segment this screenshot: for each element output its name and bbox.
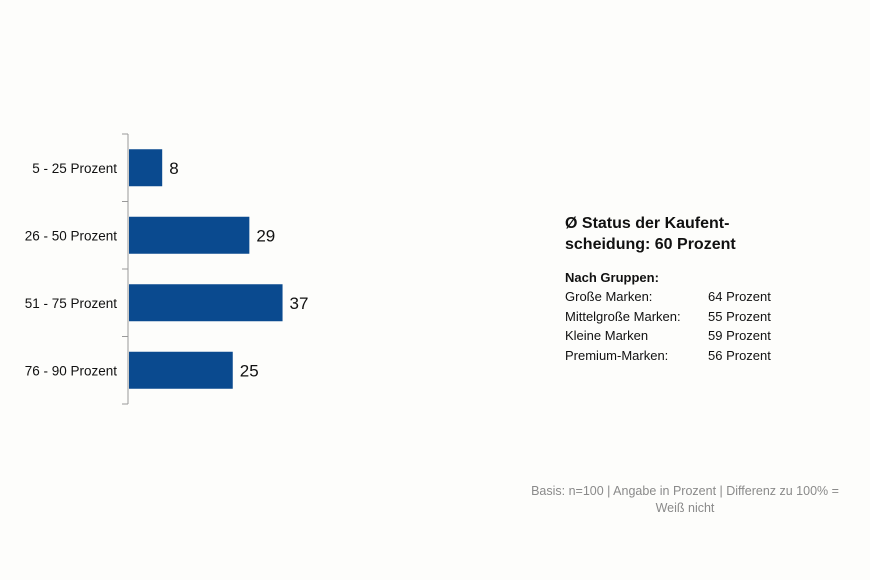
- group-name: Premium-Marken:: [565, 347, 669, 363]
- footnote-line-2: Weiß nicht: [655, 501, 715, 515]
- group-name: Mittelgroße Marken:: [565, 308, 681, 324]
- bar-chart: 5 - 25 Prozent 8 26 - 50 Prozent 29 51 - 75 …: [25, 133, 309, 405]
- group-name: Große Marken:: [565, 289, 653, 304]
- category-label: 51 - 75 Prozent: [25, 296, 118, 311]
- footnote: Basis: n=100 | Angabe in Prozent | Diffe…: [520, 483, 850, 517]
- summary-title-line-2: scheidung: 60 Prozent: [565, 236, 736, 253]
- bar: [129, 149, 163, 187]
- group-row: Premium-Marken: 56 Prozent: [565, 346, 805, 366]
- summary-panel: Ø Status der Kaufent- scheidung: 60 Proz…: [565, 213, 805, 365]
- summary-title: Ø Status der Kaufent- scheidung: 60 Proz…: [565, 213, 805, 255]
- category-label: 76 - 90 Prozent: [25, 363, 118, 378]
- category-label: 5 - 25 Prozent: [32, 161, 117, 176]
- data-label: 37: [290, 294, 309, 313]
- group-value: 56 Prozent: [708, 347, 771, 363]
- group-value: 59 Prozent: [708, 328, 771, 343]
- bar: [129, 351, 233, 389]
- group-value: 64 Prozent: [708, 289, 771, 304]
- group-row: Mittelgroße Marken: 55 Prozent: [565, 307, 805, 327]
- group-value: 55 Prozent: [708, 308, 771, 324]
- footnote-line-1: Basis: n=100 | Angabe in Prozent | Diffe…: [531, 484, 839, 498]
- category-label: 26 - 50 Prozent: [25, 228, 118, 243]
- bar: [129, 284, 283, 322]
- bar: [129, 216, 250, 254]
- data-label: 25: [240, 361, 259, 380]
- summary-title-line-1: Ø Status der Kaufent-: [565, 215, 730, 232]
- groups-heading: Nach Gruppen:: [565, 270, 659, 285]
- group-row: Große Marken: 64 Prozent: [565, 287, 805, 307]
- group-row: Kleine Marken 59 Prozent: [565, 326, 805, 346]
- data-label: 29: [256, 226, 275, 245]
- data-label: 8: [169, 159, 178, 178]
- group-name: Kleine Marken: [565, 328, 649, 343]
- groups-list: Große Marken: 64 Prozent Mittelgroße Mar…: [565, 287, 805, 365]
